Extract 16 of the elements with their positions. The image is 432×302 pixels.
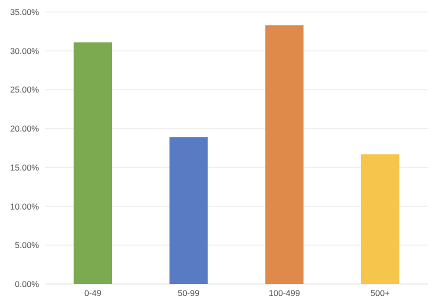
bar <box>265 25 304 284</box>
y-tick-label: 15.00% <box>10 162 40 172</box>
bar <box>360 154 400 284</box>
bar <box>74 42 112 284</box>
y-tick-label: 0.00% <box>14 278 40 289</box>
x-tick-label: 0-49 <box>84 288 102 298</box>
y-tick-label: 10.00% <box>10 201 40 212</box>
y-tick-label: 20.00% <box>10 124 40 134</box>
y-tick-label: 30.00% <box>10 46 40 56</box>
y-tick-label: 35.00% <box>10 6 40 17</box>
y-tick-label: 5.00% <box>14 240 40 250</box>
x-tick-label: 50-99 <box>178 288 200 298</box>
bar <box>169 137 208 284</box>
y-tick-label: 25.00% <box>10 84 40 95</box>
x-tick-label: 100-499 <box>268 288 300 298</box>
x-tick-label: 500+ <box>370 288 390 298</box>
